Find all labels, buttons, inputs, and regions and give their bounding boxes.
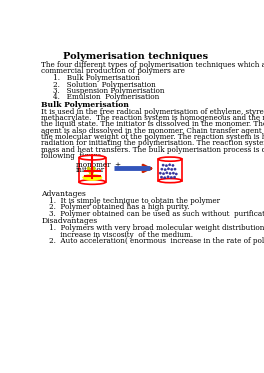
Text: initiator: initiator: [76, 166, 105, 174]
Ellipse shape: [161, 168, 163, 170]
Ellipse shape: [170, 176, 172, 179]
Text: 1.  Polymers with very broad molecular weight distribution  are obtained  due to: 1. Polymers with very broad molecular we…: [49, 224, 264, 232]
Text: 1.  It is simple technique to obtain the polymer: 1. It is simple technique to obtain the …: [49, 197, 220, 205]
Ellipse shape: [171, 168, 173, 170]
Text: 4.   Emulsion  Polymerisation: 4. Emulsion Polymerisation: [53, 93, 160, 101]
Text: 1.   Bulk Polymerisation: 1. Bulk Polymerisation: [53, 74, 140, 82]
Text: It is used in the free radical polymerisation of ethylene, styrene and methyl: It is used in the free radical polymeris…: [41, 108, 264, 116]
Ellipse shape: [164, 177, 166, 179]
Polygon shape: [79, 158, 106, 182]
Text: Advantages: Advantages: [41, 190, 86, 198]
Ellipse shape: [174, 168, 176, 170]
Ellipse shape: [172, 172, 175, 174]
Ellipse shape: [172, 164, 174, 166]
Text: 2.  Auto acceleration( enormous  increase in the rate of polymerisation)  takes : 2. Auto acceleration( enormous increase …: [49, 237, 264, 245]
Text: 2.   Solution  Polymerisation: 2. Solution Polymerisation: [53, 81, 156, 89]
Text: following  figure.: following figure.: [41, 152, 103, 160]
Text: 3.  Polymer obtained can be used as such without  purification.: 3. Polymer obtained can be used as such …: [49, 210, 264, 217]
Ellipse shape: [167, 176, 169, 178]
Ellipse shape: [164, 169, 166, 171]
Text: commercial production of polymers are: commercial production of polymers are: [41, 67, 185, 75]
Ellipse shape: [168, 164, 171, 166]
Ellipse shape: [162, 173, 165, 175]
Text: The four different types of polymerisation techniques which are commonly used fo: The four different types of polymerisati…: [41, 60, 264, 69]
Ellipse shape: [158, 179, 182, 183]
Ellipse shape: [160, 176, 163, 178]
Ellipse shape: [158, 157, 182, 161]
Text: 3.   Suspension Polymerisation: 3. Suspension Polymerisation: [53, 87, 165, 95]
Ellipse shape: [79, 180, 106, 184]
Ellipse shape: [159, 172, 161, 174]
Text: Disadvantages: Disadvantages: [41, 217, 97, 225]
Ellipse shape: [166, 172, 168, 174]
Polygon shape: [158, 159, 182, 181]
Text: agent is also dissolved in the monomer. Chain transfer agent is used to control: agent is also dissolved in the monomer. …: [41, 126, 264, 135]
Ellipse shape: [169, 172, 171, 175]
Text: 2.  Polymer obtained has a high purity.: 2. Polymer obtained has a high purity.: [49, 203, 190, 211]
Text: mass and heat transfers. The bulk polymerisation process is described in the: mass and heat transfers. The bulk polyme…: [41, 145, 264, 154]
Ellipse shape: [83, 175, 102, 181]
Ellipse shape: [167, 168, 169, 170]
Text: monomer  +: monomer +: [76, 160, 121, 169]
Ellipse shape: [165, 164, 168, 167]
Ellipse shape: [175, 173, 177, 175]
Ellipse shape: [162, 164, 164, 166]
Text: increase in viscosity  of the medium.: increase in viscosity of the medium.: [49, 231, 193, 239]
Ellipse shape: [173, 176, 176, 178]
Text: the liquid state. The initiator is dissolved in the monomer. The chain transfer: the liquid state. The initiator is disso…: [41, 120, 264, 128]
Text: Polymerisation techniques: Polymerisation techniques: [63, 52, 208, 61]
Ellipse shape: [79, 155, 106, 160]
Text: radiation for initiating the polymerisation. The reaction system is agitated for: radiation for initiating the polymerisat…: [41, 139, 264, 147]
Text: methacrylate.  The reaction system is homogeneous and the monomer is taken in: methacrylate. The reaction system is hom…: [41, 114, 264, 122]
Text: the molecular weight of the polymer. The reaction system is heated or exposed to: the molecular weight of the polymer. The…: [41, 133, 264, 141]
Text: Bulk Polymerisation: Bulk Polymerisation: [41, 101, 129, 109]
